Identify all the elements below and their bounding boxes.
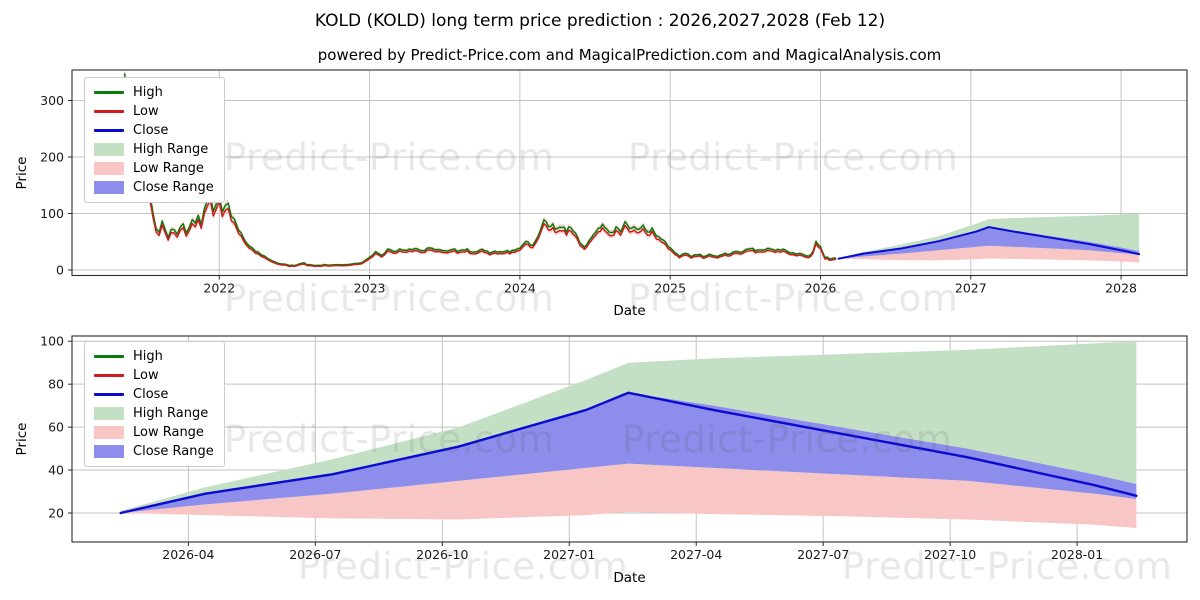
high-swatch [94, 91, 124, 94]
x-tick-label: 2026 [805, 281, 837, 296]
y-tick-label: 80 [48, 377, 64, 392]
legend-item-low: Low [94, 102, 214, 121]
close-swatch [94, 129, 124, 132]
x-tick-label: 2027-01 [543, 547, 595, 562]
x-tick-label: 2026-04 [162, 547, 214, 562]
high-swatch [94, 355, 124, 358]
y-tick-label: 40 [48, 463, 64, 478]
legend-item-low: Low [94, 366, 214, 385]
legend-item-low-range: Low Range [94, 423, 214, 442]
legend-bottom-chart: High Low Close High Range Low Range Close Ran… [84, 341, 225, 467]
high-range-swatch [94, 143, 124, 156]
legend-item-close-range: Close Range [94, 442, 214, 461]
close-range-swatch [94, 181, 124, 194]
legend-item-high-range: High Range [94, 140, 214, 159]
figure-title: KOLD (KOLD) long term price prediction :… [314, 11, 886, 31]
plot-area [123, 70, 1141, 268]
plot-border [71, 335, 1188, 543]
legend-item-close-range: Close Range [94, 178, 214, 197]
low-swatch [94, 110, 124, 113]
legend-label: Low [133, 368, 159, 383]
x-tick-label: 2026-07 [289, 547, 341, 562]
axis-ticks: 2022 2023 2024 2025 2026 2027 2028 0 100 200 300 [40, 93, 1137, 296]
close-line [119, 391, 1138, 515]
plot-border [71, 69, 1188, 277]
legend-label: High Range [133, 406, 209, 421]
x-tick-label: 2028-01 [1051, 547, 1103, 562]
high-range-swatch [94, 407, 124, 420]
high-range-band [120, 341, 1137, 513]
close-range-swatch [94, 445, 124, 458]
low-range-band [838, 245, 1140, 263]
legend-item-high-range: High Range [94, 404, 214, 423]
x-tick-label: 2027 [955, 281, 987, 296]
legend-item-high: High [94, 347, 214, 366]
y-tick-label: 60 [48, 420, 64, 435]
prediction-detail-chart: 2026-04 2026-07 2026-10 2027-01 2027-04 2027-… [40, 334, 1188, 562]
x-tick-label: 2028 [1105, 281, 1137, 296]
legend-label: Close [133, 123, 169, 138]
legend-label: Low Range [133, 425, 204, 440]
legend-item-low-range: Low Range [94, 159, 214, 178]
history-low-range-band [124, 70, 836, 268]
high-line [123, 73, 837, 267]
low-range-band [120, 463, 1137, 529]
y-tick-label: 0 [56, 263, 64, 278]
legend-label: Close [133, 387, 169, 402]
legend-item-high: High [94, 83, 214, 102]
x-tick-label: 2025 [654, 281, 686, 296]
close-line [837, 226, 1141, 260]
close-range-band [120, 392, 1137, 513]
legend-item-close: Close [94, 385, 214, 404]
y-tick-label: 300 [40, 93, 64, 108]
y-axis-label-top-chart: Price [14, 156, 30, 190]
low-swatch [94, 374, 124, 377]
legend-label: High [133, 85, 163, 100]
x-tick-label: 2027-04 [670, 547, 722, 562]
legend-label: High Range [133, 142, 209, 157]
legend-label: High [133, 349, 163, 364]
price-history-chart: 2022 2023 2024 2025 2026 2027 2028 0 100 200 300 [40, 69, 1188, 296]
x-tick-label: 2026-10 [416, 547, 468, 562]
low-range-swatch [94, 426, 124, 439]
low-line [123, 86, 837, 268]
close-range-band [838, 227, 1140, 259]
legend-item-close: Close [94, 121, 214, 140]
x-axis-label-top-chart: Date [613, 303, 646, 319]
figure-subtitle: powered by Predict-Price.com and Magical… [317, 46, 942, 64]
y-axis-label-bottom-chart: Price [14, 422, 30, 456]
plot-area [119, 341, 1138, 529]
legend-label: Low Range [133, 161, 204, 176]
axis-ticks: 2026-04 2026-07 2026-10 2027-01 2027-04 2027-… [40, 334, 1103, 562]
y-tick-label: 200 [40, 150, 64, 165]
legend-label: Close Range [133, 444, 214, 459]
y-tick-label: 100 [40, 206, 64, 221]
legend-label: Close Range [133, 180, 214, 195]
x-tick-label: 2024 [504, 281, 536, 296]
y-tick-label: 100 [40, 334, 64, 349]
close-swatch [94, 393, 124, 396]
legend-label: Low [133, 104, 159, 119]
x-tick-label: 2027-10 [924, 547, 976, 562]
legend-top-chart: High Low Close High Range Low Range Close Ran… [84, 77, 225, 203]
x-tick-label: 2023 [354, 281, 386, 296]
x-tick-label: 2022 [203, 281, 235, 296]
low-range-swatch [94, 162, 124, 175]
x-tick-label: 2027-07 [797, 547, 849, 562]
y-tick-label: 20 [48, 506, 64, 521]
high-range-band [838, 213, 1140, 259]
x-axis-label-bottom-chart: Date [613, 570, 646, 586]
